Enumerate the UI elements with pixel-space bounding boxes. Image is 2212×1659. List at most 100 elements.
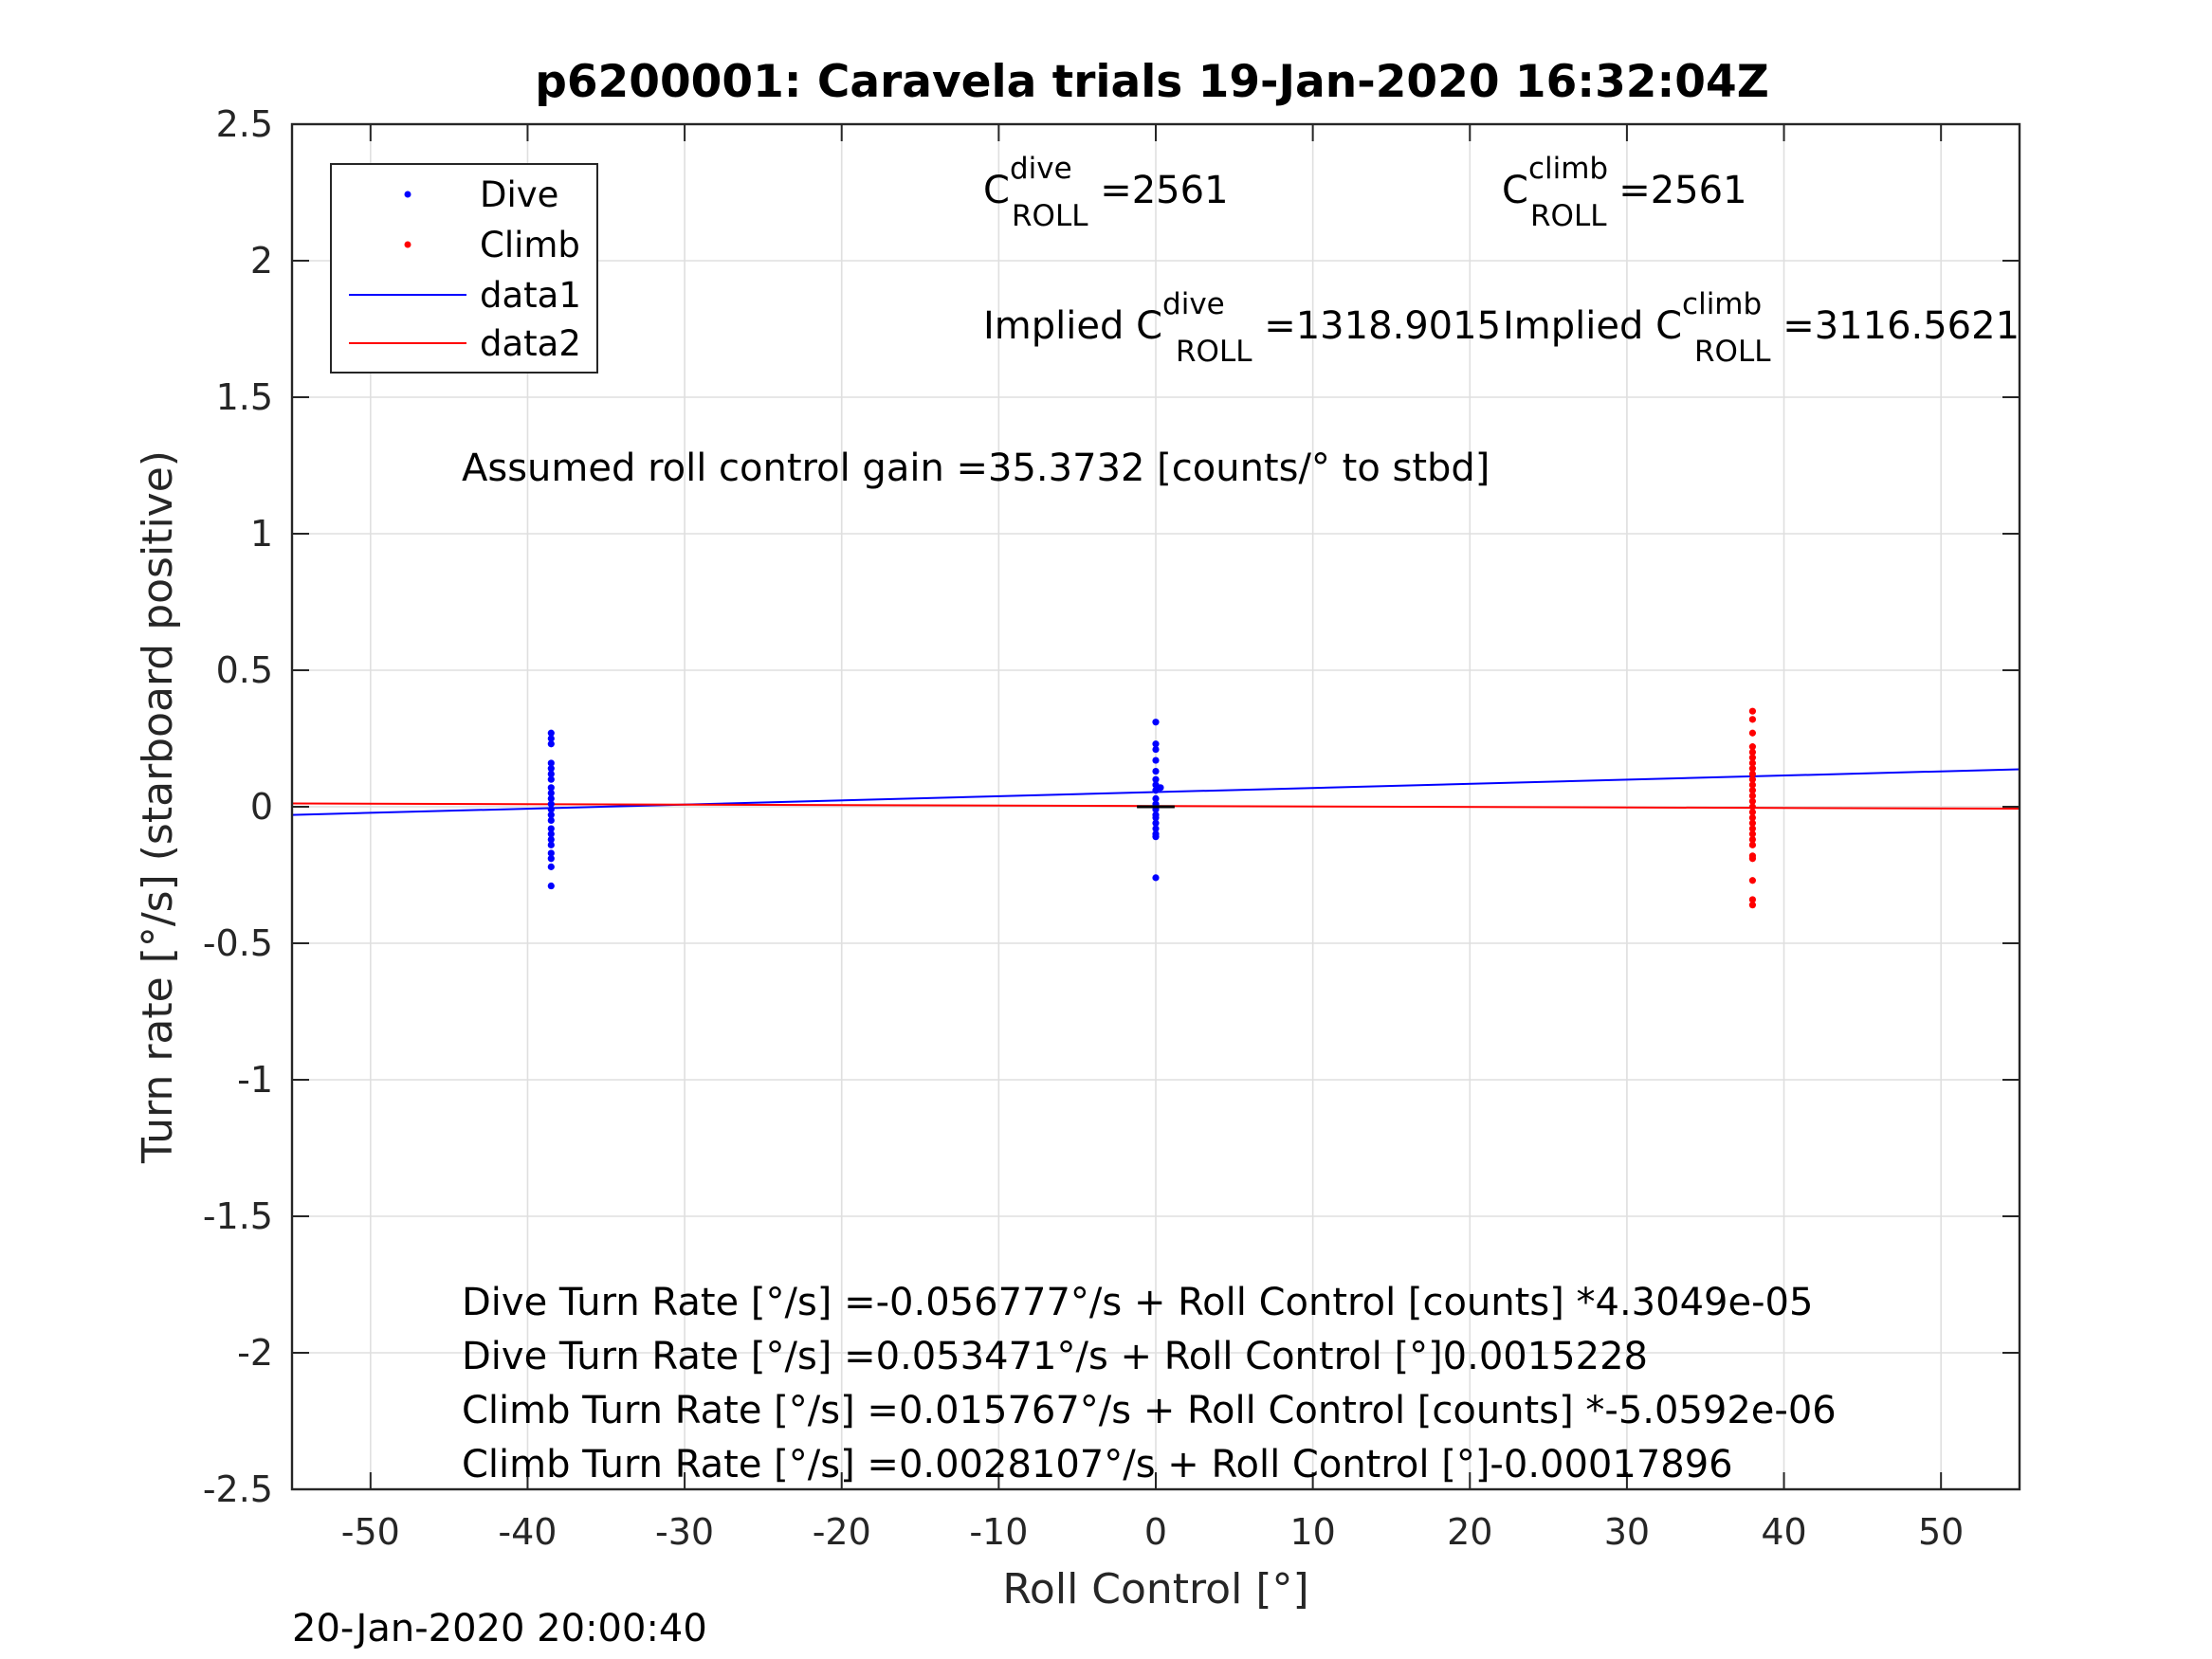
data-point-dive xyxy=(1152,825,1160,832)
legend-box xyxy=(330,163,598,374)
timestamp: 20-Jan-2020 20:00:40 xyxy=(292,1607,707,1650)
y-tick-label: -2 xyxy=(237,1332,273,1374)
data-point-climb xyxy=(1748,797,1757,805)
data-point-climb xyxy=(1748,841,1757,848)
data-point-dive xyxy=(1152,794,1160,802)
roll-gain-annotation: Assumed roll control gain =35.3732 [coun… xyxy=(462,447,1490,490)
data-point-dive xyxy=(547,882,555,890)
data-point-dive xyxy=(547,790,555,797)
data-point-dive xyxy=(547,800,555,808)
data-point-dive xyxy=(547,735,555,742)
x-tick-label: -30 xyxy=(655,1511,714,1553)
y-tick-label: 1.5 xyxy=(216,376,273,418)
fit-equation-dive-counts: Dive Turn Rate [°/s] =-0.056777°/s + Rol… xyxy=(462,1281,1813,1324)
data-point-climb xyxy=(1748,819,1757,827)
data-point-climb xyxy=(1748,743,1757,751)
data-point-climb xyxy=(1748,775,1757,783)
data-points xyxy=(547,707,1757,909)
data-point-dive xyxy=(547,765,555,773)
data-point-climb xyxy=(1748,759,1757,767)
y-tick-label: -1.5 xyxy=(203,1195,273,1237)
data-point-dive xyxy=(547,784,555,792)
data-point-dive xyxy=(547,740,555,748)
data-point-climb xyxy=(1748,813,1757,822)
legend-label-data2: data2 xyxy=(480,323,581,364)
implied-c-roll-climb-annotation: Implied Cclimb ROLL =3116.5621 xyxy=(1503,287,2020,369)
data-point-dive xyxy=(1152,819,1160,827)
x-tick-label: -50 xyxy=(341,1511,400,1553)
data-point-dive xyxy=(547,855,555,863)
data-point-climb xyxy=(1748,754,1757,761)
fit-equation-climb-degrees: Climb Turn Rate [°/s] =0.0028107°/s + Ro… xyxy=(462,1443,1733,1486)
data-point-dive xyxy=(1152,775,1160,783)
fit-equation-climb-counts: Climb Turn Rate [°/s] =0.015767°/s + Rol… xyxy=(462,1389,1837,1432)
data-point-climb xyxy=(1748,877,1757,884)
x-tick-label: 40 xyxy=(1761,1511,1806,1553)
y-tick-label: -2.5 xyxy=(203,1468,273,1510)
data-point-climb xyxy=(1748,787,1757,794)
data-point-dive xyxy=(1152,740,1160,748)
data-point-climb xyxy=(1748,902,1757,909)
data-point-dive xyxy=(547,830,555,838)
data-point-climb xyxy=(1748,770,1757,778)
data-point-dive xyxy=(547,806,555,813)
data-point-climb xyxy=(1748,803,1757,811)
x-tick-label: 10 xyxy=(1289,1511,1335,1553)
data-point-dive xyxy=(1152,874,1160,882)
legend-label-dive: Dive xyxy=(480,174,558,215)
plot-frame xyxy=(290,122,2021,1491)
fit-equation-dive-degrees: Dive Turn Rate [°/s] =0.053471°/s + Roll… xyxy=(462,1335,1648,1378)
data-point-dive xyxy=(547,816,555,825)
implied-c-roll-dive-annotation: Implied Cdive ROLL =1318.9015 xyxy=(983,287,1501,369)
data-point-climb xyxy=(1748,855,1757,863)
data-point-dive xyxy=(547,759,555,767)
data-point-dive xyxy=(547,825,555,832)
data-point-dive xyxy=(547,729,555,737)
y-tick-label: 0 xyxy=(250,786,273,828)
x-tick-label: 20 xyxy=(1447,1511,1492,1553)
data-point-dive xyxy=(1152,767,1160,775)
x-tick-label: 30 xyxy=(1604,1511,1650,1553)
data-point-climb xyxy=(1748,748,1757,757)
data-point-climb xyxy=(1748,825,1757,832)
c-roll-dive-annotation: Cdive ROLL =2561 xyxy=(983,152,1229,233)
x-axis-label: Roll Control [°] xyxy=(1002,1565,1308,1613)
data-point-climb xyxy=(1748,809,1757,816)
data-point-climb xyxy=(1748,792,1757,800)
data-point-dive xyxy=(547,775,555,783)
data-point-dive xyxy=(547,794,555,802)
x-tick-label: -10 xyxy=(969,1511,1028,1553)
legend-label-climb: Climb xyxy=(480,225,580,265)
x-tick-label: 50 xyxy=(1918,1511,1964,1553)
legend-label-data1: data1 xyxy=(480,275,581,316)
chart-title: p6200001: Caravela trials 19-Jan-2020 16… xyxy=(535,56,1769,108)
data-point-climb xyxy=(1748,830,1757,838)
y-axis-label: Turn rate [°/s] (starboard positive) xyxy=(134,450,182,1164)
y-tick-labels: 2.5 2 1.5 1 0.5 0 -0.5 -1 -1.5 -2 -2.5 xyxy=(203,103,273,1510)
data-point-dive xyxy=(547,863,555,870)
c-roll-climb-annotation: Cclimb ROLL =2561 xyxy=(1502,152,1747,233)
data-point-dive xyxy=(1152,745,1160,754)
data-point-climb xyxy=(1748,835,1757,844)
y-tick-label: 0.5 xyxy=(216,649,273,691)
data-point-climb xyxy=(1748,716,1757,723)
data-point-climb xyxy=(1748,765,1757,773)
data-point-dive xyxy=(1152,813,1160,822)
data-point-dive xyxy=(1152,833,1160,841)
data-point-climb xyxy=(1748,729,1757,737)
y-tick-label: 1 xyxy=(250,513,273,555)
x-tick-label: -20 xyxy=(813,1511,871,1553)
legend-marker-dive xyxy=(404,191,411,198)
data-point-dive xyxy=(547,835,555,844)
data-point-dive xyxy=(1152,719,1160,726)
data-point-dive xyxy=(547,811,555,819)
legend-marker-climb xyxy=(404,241,411,248)
data-point-climb xyxy=(1748,781,1757,789)
data-point-dive xyxy=(547,770,555,778)
data-point-climb xyxy=(1748,707,1757,715)
data-point-dive xyxy=(1152,787,1160,794)
data-point-climb xyxy=(1748,896,1757,903)
data-point-dive xyxy=(547,841,555,848)
legend: Dive Climb data1 data2 xyxy=(330,163,598,374)
